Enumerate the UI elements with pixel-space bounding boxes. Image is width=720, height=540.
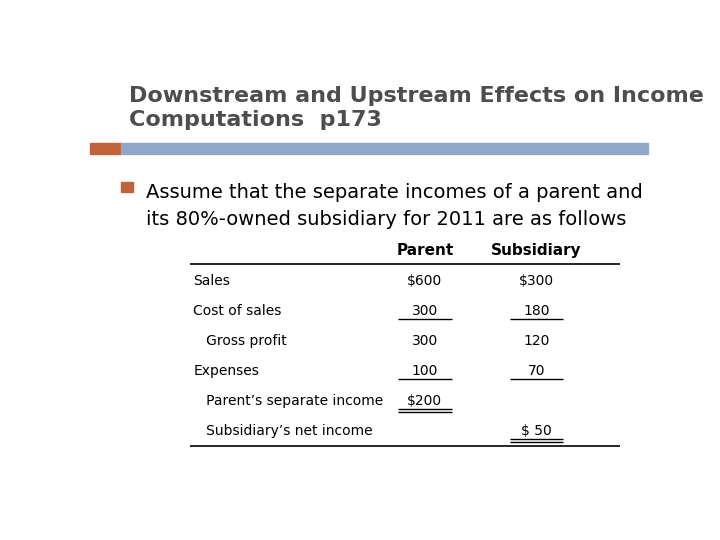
- Text: Parent: Parent: [396, 243, 454, 258]
- Text: $200: $200: [408, 394, 442, 408]
- Text: 300: 300: [412, 334, 438, 348]
- Text: Subsidiary’s net income: Subsidiary’s net income: [193, 423, 373, 437]
- Bar: [121, 143, 648, 154]
- Text: 100: 100: [412, 363, 438, 377]
- Text: 180: 180: [523, 304, 549, 318]
- Text: $600: $600: [408, 274, 442, 288]
- Text: 300: 300: [412, 304, 438, 318]
- Text: Sales: Sales: [193, 274, 230, 288]
- Bar: [121, 183, 133, 192]
- Text: 70: 70: [528, 363, 545, 377]
- Text: Gross profit: Gross profit: [193, 334, 287, 348]
- Bar: [90, 143, 121, 154]
- Text: $ 50: $ 50: [521, 423, 552, 437]
- Text: Subsidiary: Subsidiary: [491, 243, 582, 258]
- Text: Expenses: Expenses: [193, 363, 259, 377]
- Text: 120: 120: [523, 334, 549, 348]
- Text: $300: $300: [519, 274, 554, 288]
- Text: Parent’s separate income: Parent’s separate income: [193, 394, 384, 408]
- Text: Downstream and Upstream Effects on Income
Computations  p173: Downstream and Upstream Effects on Incom…: [129, 85, 704, 130]
- Text: Cost of sales: Cost of sales: [193, 304, 282, 318]
- Text: Assume that the separate incomes of a parent and
its 80%-owned subsidiary for 20: Assume that the separate incomes of a pa…: [145, 183, 642, 229]
